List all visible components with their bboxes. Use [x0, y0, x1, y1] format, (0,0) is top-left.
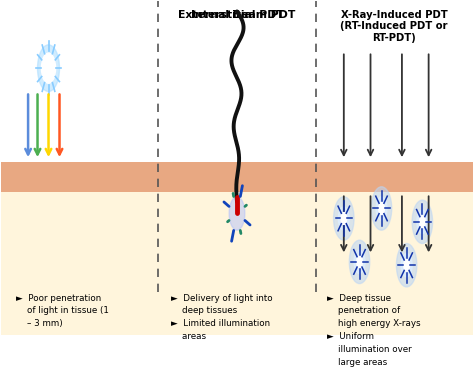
Bar	[1, 192, 473, 335]
Text: External Beam PDT: External Beam PDT	[178, 10, 296, 20]
Circle shape	[419, 216, 425, 228]
Circle shape	[354, 250, 365, 273]
Circle shape	[404, 259, 410, 271]
Circle shape	[417, 210, 428, 233]
Circle shape	[349, 240, 370, 283]
Circle shape	[379, 202, 384, 214]
Text: Interstitial PDT: Interstitial PDT	[191, 10, 283, 20]
Circle shape	[334, 197, 354, 240]
Text: ►  Delivery of light into
    deep tissues
►  Limited illumination
    areas: ► Delivery of light into deep tissues ► …	[171, 294, 273, 341]
Circle shape	[341, 212, 346, 224]
Circle shape	[396, 243, 417, 287]
Bar	[1, 1, 473, 162]
Circle shape	[37, 45, 60, 92]
Circle shape	[401, 254, 412, 277]
Bar	[1, 162, 473, 192]
Circle shape	[357, 256, 362, 268]
Circle shape	[41, 53, 55, 83]
Circle shape	[338, 207, 349, 230]
Circle shape	[371, 187, 392, 230]
Text: ►  Poor penetration
    of light in tissue (1
    – 3 mm): ► Poor penetration of light in tissue (1…	[16, 294, 109, 328]
Circle shape	[412, 200, 433, 243]
Text: ►  Deep tissue
    penetration of
    high energy X-rays
►  Uniform
    illumina: ► Deep tissue penetration of high energy…	[327, 294, 420, 367]
Circle shape	[376, 197, 387, 220]
Circle shape	[229, 197, 245, 230]
Text: X-Ray-Induced PDT
(RT-Induced PDT or
RT-PDT): X-Ray-Induced PDT (RT-Induced PDT or RT-…	[340, 10, 448, 43]
